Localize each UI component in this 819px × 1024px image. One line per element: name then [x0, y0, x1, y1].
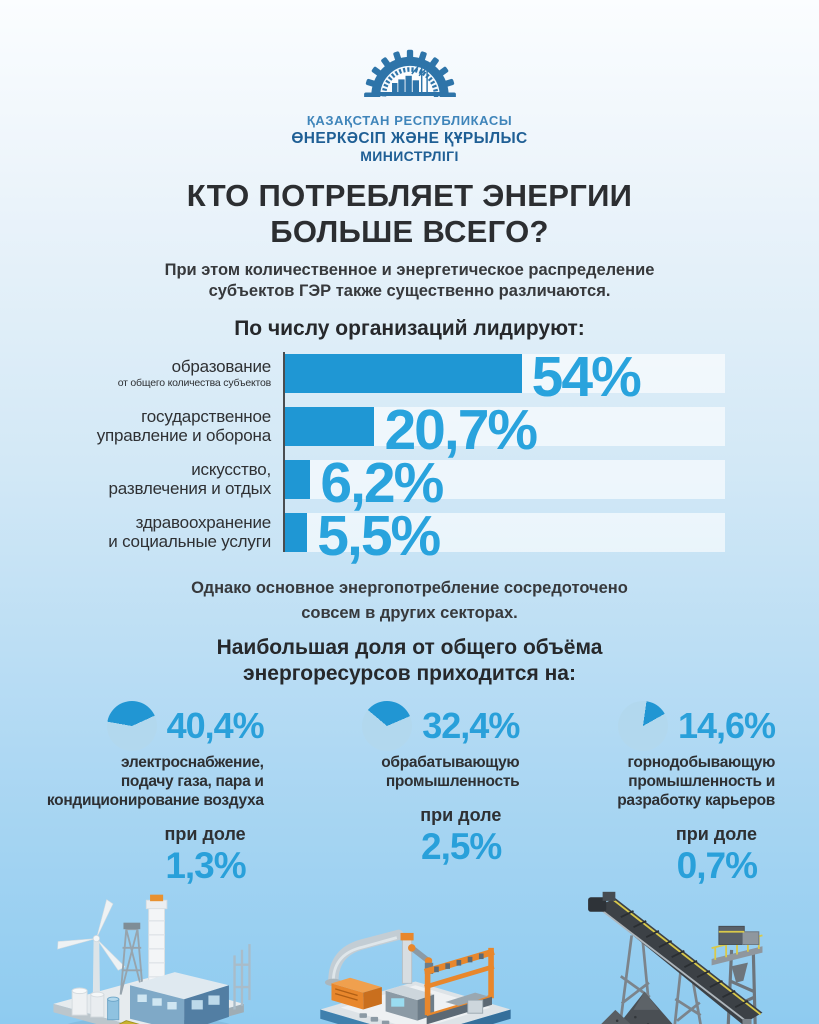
bar-category-label: искусство, развлечения и отдых	[68, 460, 283, 498]
logo-ministry-line: ӨНЕРКӘСІП ЖӘНЕ ҚҰРЫЛЫС	[291, 130, 528, 147]
pie-chart-icon	[362, 701, 413, 752]
column-mining: 14,6% горнодобывающую промышленность и р…	[533, 701, 789, 884]
bar-row-education: образование от общего количества субъекто…	[68, 349, 725, 406]
bar-track-area: 54%	[283, 349, 725, 406]
share-caption: при доле	[420, 804, 502, 825]
bar-category-text: здравоохранение и социальные услуги	[108, 513, 271, 551]
share-percent: 32,4%	[422, 705, 520, 747]
bar-value-bar	[283, 513, 308, 553]
column-header: 40,4%	[22, 701, 265, 752]
ministry-logo: ҚАЗАҚСТАН РЕСПУБЛИКАСЫ ӨНЕРКӘСІП ЖӘНЕ ҚҰ…	[0, 0, 819, 164]
gear-factory-emblem-icon	[363, 49, 456, 97]
bar-row-government: государственное управление и оборона 20,…	[68, 402, 725, 459]
power-plant-illustration	[28, 890, 274, 1024]
page-title: КТО ПОТРЕБЛЯЕТ ЭНЕРГИИ БОЛЬШЕ ВСЕГО?	[186, 178, 633, 250]
bar-value-bar	[283, 460, 311, 500]
bar-value-label: 5,5%	[317, 504, 441, 569]
bar-row-health: здравоохранение и социальные услуги 5,5%	[68, 508, 725, 565]
bar-value-bar	[283, 354, 522, 394]
sector-illustrations	[28, 890, 801, 1024]
share-percent: 14,6%	[677, 705, 776, 747]
bar-category-text: образование	[171, 356, 272, 376]
bar-track	[283, 513, 725, 553]
pie-section-title: Наибольшая доля от общего объёма энергор…	[216, 635, 603, 685]
bar-category-note: от общего количества субъектов	[117, 377, 272, 390]
bar-category-text: искусство, развлечения и отдых	[108, 460, 272, 498]
energy-share-columns: 40,4% электроснабжение, подачу газа, пар…	[22, 701, 789, 884]
bar-category-text: государственное управление и оборона	[96, 407, 272, 445]
bar-category-label: образование от общего количества субъекто…	[68, 356, 283, 390]
transition-text: Однако основное энергопотребление сосред…	[191, 579, 628, 622]
bar-value-label: 6,2%	[320, 451, 444, 516]
column-electricity: 40,4% электроснабжение, подачу газа, пар…	[22, 701, 278, 884]
share-percent: 40,4%	[166, 705, 265, 747]
bar-track	[283, 460, 725, 500]
logo-country-line: ҚАЗАҚСТАН РЕСПУБЛИКАСЫ	[306, 113, 513, 128]
bar-row-arts: искусство, развлечения и отдых 6,2%	[68, 455, 725, 512]
bar-value-label: 20,7%	[384, 398, 538, 463]
column-manufacturing: 32,4% обрабатывающую промышленность при …	[278, 701, 534, 884]
pie-chart-icon	[617, 701, 668, 752]
logo-ministry-line2: МИНИСТРЛІГІ	[360, 148, 459, 164]
column-header: 14,6%	[533, 701, 776, 752]
column-header: 32,4%	[278, 701, 520, 752]
subject-share-percent: 2,5%	[421, 825, 502, 867]
page-subtitle: При этом количественное и энергетическое…	[164, 260, 655, 301]
bar-value-bar	[283, 407, 375, 447]
bar-chart-axis	[283, 352, 285, 553]
mining-conveyor-illustration	[555, 890, 801, 1024]
bar-track-area: 6,2%	[283, 455, 725, 512]
bar-chart: образование от общего количества субъекто…	[68, 349, 725, 565]
share-caption: при доле	[675, 823, 758, 844]
bar-category-label: здравоохранение и социальные услуги	[68, 513, 283, 551]
subject-share-percent: 1,3%	[165, 844, 246, 886]
bar-chart-title: По числу организаций лидируют:	[234, 317, 585, 341]
sector-label: горнодобывающую промышленность и разрабо…	[617, 754, 776, 809]
bar-track-area: 20,7%	[283, 402, 725, 459]
sector-label: электроснабжение, подачу газа, пара и ко…	[46, 754, 264, 809]
subject-share-percent: 0,7%	[676, 844, 758, 886]
bar-value-label: 54%	[531, 345, 642, 410]
pie-chart-icon	[106, 701, 157, 752]
manufacturing-plant-illustration	[292, 890, 538, 1024]
bar-category-label: государственное управление и оборона	[68, 407, 283, 445]
bar-track-area: 5,5%	[283, 508, 725, 565]
share-caption: при доле	[164, 823, 246, 844]
sector-label: обрабатывающую промышленность	[381, 754, 520, 790]
